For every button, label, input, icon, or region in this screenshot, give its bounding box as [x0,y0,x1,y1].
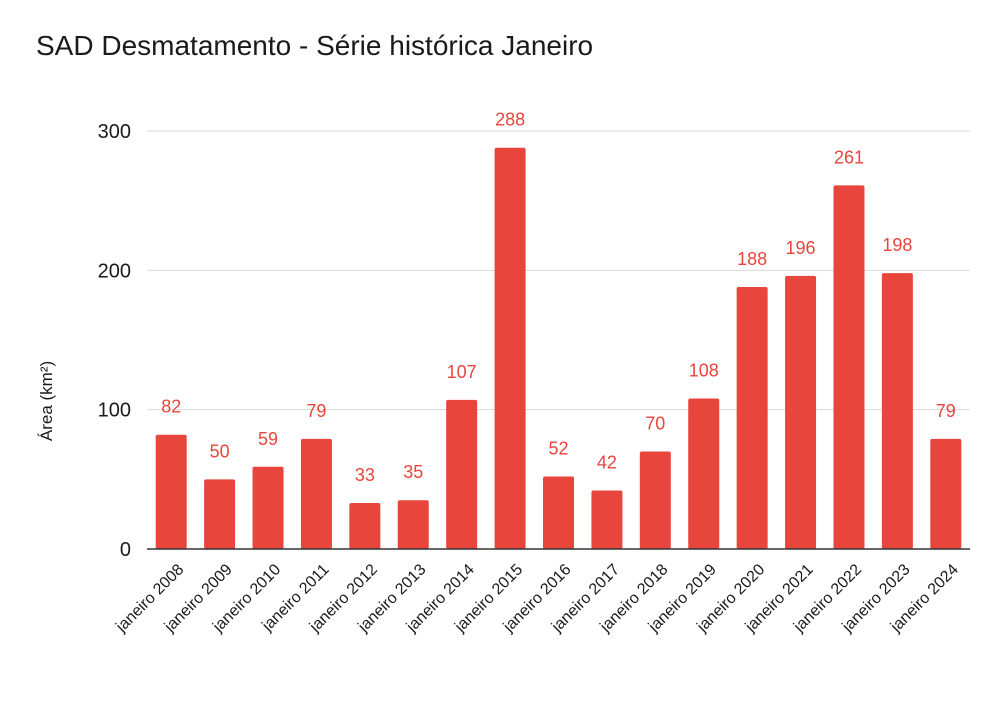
data-label: 52 [548,439,568,459]
bar [300,438,332,549]
bar [494,147,526,549]
bar [688,398,720,549]
data-label: 107 [447,362,477,382]
chart-title: SAD Desmatamento - Série histórica Janei… [36,30,594,61]
data-label: 42 [597,452,617,472]
data-label: 188 [737,249,767,269]
data-label: 33 [355,465,375,485]
bar [397,500,429,549]
data-label: 196 [786,238,816,258]
bars [155,147,962,549]
y-tick-label: 100 [98,400,131,422]
data-label: 198 [882,235,912,255]
data-label: 35 [403,462,423,482]
data-label: 82 [161,397,181,417]
data-label: 261 [834,147,864,167]
bar [204,479,236,549]
bar [930,438,962,549]
data-label: 70 [645,413,665,433]
data-label: 79 [306,401,326,421]
data-label: 59 [258,429,278,449]
data-label: 50 [210,441,230,461]
data-label: 288 [495,110,525,130]
bar [785,275,817,549]
y-axis-label: Área (km²) [37,361,56,441]
bar [639,451,671,549]
bar [736,287,768,549]
bar [591,490,623,549]
bar [446,399,478,549]
data-label: 108 [689,361,719,381]
data-label: 79 [936,401,956,421]
bar [155,434,187,549]
bar [349,503,381,549]
bar [252,466,284,549]
y-tick-label: 0 [120,539,131,561]
gridlines [147,130,970,411]
y-tick-label: 300 [98,121,131,143]
bar [881,273,913,549]
bar [833,185,865,549]
y-tick-label: 200 [98,260,131,282]
bar [543,476,574,549]
data-labels: 82 50 59 79 33 35 107 288 52 42 70 108 188 196 261 198 7… [161,110,956,485]
